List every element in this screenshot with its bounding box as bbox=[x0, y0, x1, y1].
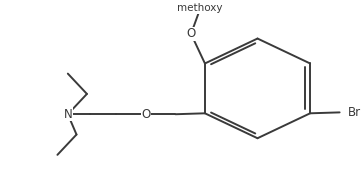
Text: methoxy: methoxy bbox=[177, 3, 223, 13]
Text: O: O bbox=[186, 27, 195, 40]
Text: Br: Br bbox=[348, 106, 361, 119]
Text: O: O bbox=[186, 27, 195, 40]
Text: O: O bbox=[141, 108, 151, 121]
Text: N: N bbox=[63, 108, 72, 121]
